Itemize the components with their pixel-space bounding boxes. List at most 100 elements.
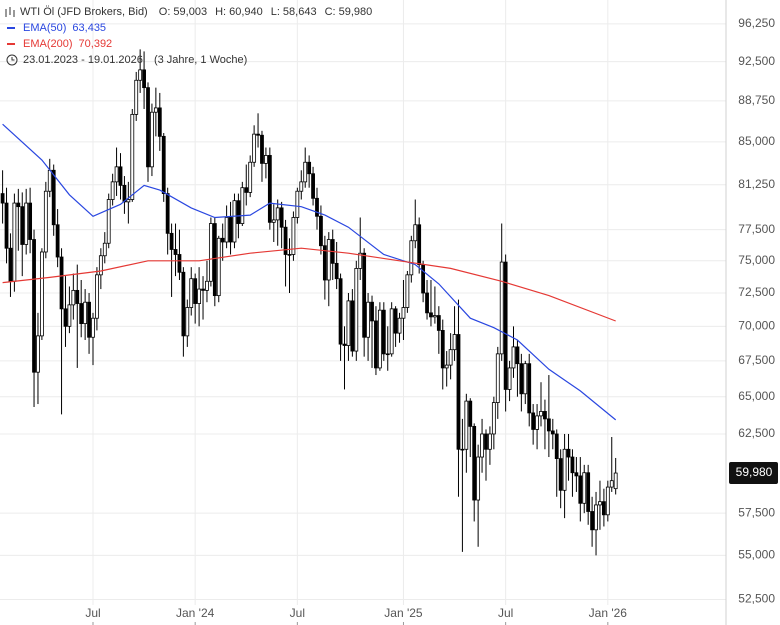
- candle-body: [429, 312, 433, 318]
- y-tick-label: 88,750: [738, 93, 775, 107]
- candle-body: [570, 456, 575, 474]
- candle-body: [63, 308, 68, 327]
- candle-body: [47, 169, 52, 192]
- candle-body: [240, 187, 245, 224]
- candle-body: [114, 166, 119, 183]
- candle-body: [205, 280, 209, 291]
- candle-body: [389, 308, 394, 355]
- ohlc-value: 59,980: [339, 6, 373, 18]
- x-tick-label: Jan '25: [384, 606, 423, 620]
- y-tick-label: 55,000: [738, 548, 775, 562]
- y-tick-label: 81,250: [738, 177, 775, 191]
- candle-body: [432, 315, 437, 318]
- candle-body: [425, 292, 429, 314]
- candle-body: [460, 448, 465, 451]
- legend-entry: EMA(50) 63,435: [23, 22, 106, 34]
- candle-body: [472, 425, 477, 501]
- candle-body: [381, 309, 386, 355]
- y-tick-label: 62,500: [738, 426, 775, 440]
- candle-body: [535, 415, 539, 430]
- candle-body: [236, 200, 241, 224]
- x-tick-label: Jul: [498, 606, 513, 620]
- candle-body: [0, 193, 5, 204]
- candle-body: [448, 349, 453, 366]
- candle-body: [193, 278, 198, 304]
- candle-body: [550, 430, 555, 435]
- y-tick-label: 75,000: [738, 253, 775, 267]
- legend-name: EMA(50): [23, 22, 66, 34]
- candle-body: [354, 268, 359, 352]
- candle-body: [468, 400, 473, 427]
- candle-body: [511, 346, 516, 369]
- candle-body: [43, 190, 48, 253]
- candle-body: [110, 181, 115, 200]
- candle-body: [590, 511, 594, 531]
- candle-body: [71, 289, 76, 306]
- candle-body: [244, 187, 249, 193]
- candle-body: [260, 134, 264, 164]
- legend-name: EMA(200): [23, 38, 73, 50]
- candle-body: [232, 200, 237, 243]
- candle-body: [279, 207, 284, 228]
- candle-body: [252, 133, 257, 163]
- candle-body: [287, 254, 292, 256]
- candle-body: [32, 239, 36, 373]
- candle-body: [440, 330, 445, 369]
- candle-body: [397, 317, 402, 334]
- candle-body: [87, 301, 91, 338]
- candle-body: [91, 317, 95, 338]
- candle-body: [248, 161, 253, 193]
- legend-entry: EMA(200) 70,392: [23, 38, 112, 50]
- ohlc-key: L:: [271, 6, 280, 18]
- candle-body: [546, 418, 551, 432]
- candle-body: [366, 301, 370, 338]
- candle-body: [609, 480, 614, 488]
- header-line: WTI Öl (JFD Brokers, Bid) O: 59,003 H: 60,9…: [20, 6, 372, 18]
- candle-body: [543, 411, 547, 420]
- candle-body: [150, 111, 154, 168]
- candle-body: [586, 472, 591, 512]
- candle-body: [102, 242, 107, 257]
- candle-body: [582, 472, 587, 504]
- date-span: (3 Jahre, 1 Woche): [154, 54, 247, 66]
- candle-body: [350, 300, 355, 352]
- candle-body: [267, 155, 272, 223]
- candle-body: [531, 412, 536, 430]
- candle-body: [456, 334, 461, 450]
- candle-body: [598, 501, 602, 506]
- y-tick-label: 57,500: [738, 505, 775, 519]
- ema-line: [2, 247, 616, 322]
- candle-body: [212, 223, 217, 297]
- candle-body: [264, 155, 268, 164]
- candle-body: [322, 245, 327, 281]
- candle-body: [503, 261, 508, 390]
- candle-body: [118, 166, 123, 186]
- y-tick-label: 70,000: [738, 318, 775, 332]
- candle-body: [67, 304, 72, 327]
- candle-body: [605, 486, 610, 516]
- candle-body: [311, 173, 315, 199]
- candle-body: [153, 107, 158, 113]
- candle-body: [224, 217, 229, 243]
- y-tick-label: 67,500: [738, 353, 775, 367]
- candle-body: [444, 364, 449, 369]
- candle-body: [98, 255, 103, 276]
- x-tick-label: Jul: [290, 606, 305, 620]
- candle-body: [413, 224, 418, 242]
- candle-body: [515, 346, 520, 365]
- candle-body: [228, 217, 233, 243]
- candle-body: [134, 79, 139, 115]
- candle-body: [315, 197, 319, 217]
- clock-icon-hands: [11, 57, 15, 61]
- legend-value: 63,435: [72, 22, 106, 34]
- candle-body: [146, 87, 150, 168]
- candle-body: [291, 217, 296, 255]
- candle-body: [95, 274, 99, 319]
- candle-body: [558, 458, 563, 491]
- candle-body: [197, 288, 202, 304]
- last-price-label: 59,980: [736, 465, 773, 479]
- candle-body: [161, 135, 166, 194]
- candle-body: [476, 456, 481, 501]
- y-tick-label: 52,500: [738, 592, 775, 606]
- candle-body: [370, 301, 374, 322]
